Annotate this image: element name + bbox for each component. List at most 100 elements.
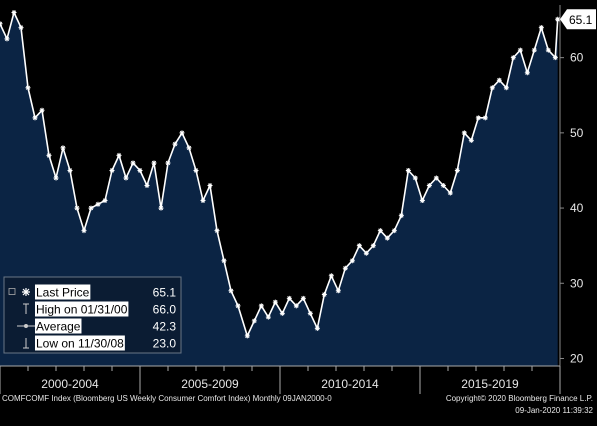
data-point	[293, 303, 299, 309]
data-point	[398, 213, 404, 219]
data-point	[186, 145, 192, 151]
data-point	[60, 145, 66, 151]
data-point	[251, 318, 257, 324]
data-point	[39, 107, 45, 113]
data-point	[475, 115, 481, 121]
data-point	[74, 205, 80, 211]
data-point	[510, 55, 516, 61]
y-tick-label: 50	[570, 126, 584, 140]
data-point	[307, 310, 313, 316]
x-period-label: 2000-2004	[41, 377, 99, 391]
footer-timestamp: 09-Jan-2020 11:39:32	[515, 406, 593, 415]
data-point	[391, 228, 397, 234]
data-point	[286, 295, 292, 301]
data-point	[356, 243, 362, 249]
legend-label: High on 01/31/00	[36, 303, 128, 317]
last-value-label: 65.1	[569, 13, 593, 27]
data-point	[482, 115, 488, 121]
data-point	[538, 25, 544, 31]
data-point	[272, 299, 278, 305]
data-point	[531, 47, 537, 53]
data-point	[440, 183, 446, 188]
footer-ticker-description: COMFCOMF Index (Bloomberg US Weekly Cons…	[2, 394, 332, 403]
data-point	[144, 183, 150, 188]
data-point	[503, 85, 509, 91]
data-point	[433, 175, 439, 181]
x-period-label: 2005-2009	[181, 377, 239, 391]
data-point	[363, 250, 369, 256]
data-point	[370, 243, 376, 249]
data-point	[137, 167, 143, 173]
data-point	[67, 167, 73, 173]
data-point	[258, 303, 264, 309]
y-tick-label: 40	[570, 201, 584, 215]
legend-label-highlight	[35, 301, 129, 317]
data-point	[193, 167, 199, 173]
legend-value: 65.1	[153, 286, 177, 300]
data-point	[384, 235, 390, 241]
data-point	[130, 160, 136, 166]
high-marker-icon	[23, 303, 29, 314]
data-point	[32, 115, 38, 121]
data-point	[116, 152, 122, 158]
data-point	[468, 137, 474, 143]
data-point	[524, 70, 530, 76]
legend-toggle-box[interactable]	[8, 288, 16, 295]
data-point	[335, 288, 341, 294]
data-point	[328, 273, 334, 279]
data-point	[489, 85, 495, 91]
data-point	[214, 228, 220, 234]
data-point	[496, 77, 502, 83]
legend-value: 66.0	[153, 303, 177, 317]
data-point	[279, 310, 285, 316]
data-point	[461, 130, 467, 136]
data-point	[555, 16, 561, 22]
data-point	[545, 47, 551, 53]
legend-value: 42.3	[153, 320, 177, 334]
legend-label-highlight	[35, 318, 82, 334]
legend-label-highlight	[35, 284, 91, 300]
y-tick-label: 60	[570, 51, 584, 65]
data-point	[200, 198, 206, 204]
data-point	[412, 175, 418, 181]
data-point	[426, 183, 432, 188]
data-point	[265, 314, 271, 320]
data-point	[349, 258, 355, 264]
data-point	[25, 85, 31, 91]
x-period-label: 2010-2014	[321, 377, 379, 391]
data-point	[207, 183, 213, 188]
data-point	[447, 190, 453, 196]
data-point	[179, 130, 185, 136]
data-point	[88, 205, 94, 211]
data-point	[228, 288, 234, 294]
data-point	[18, 25, 24, 31]
data-point	[81, 228, 87, 234]
legend-label-highlight	[35, 335, 125, 351]
data-point	[11, 10, 17, 16]
y-tick-label: 20	[570, 351, 584, 365]
data-point	[552, 55, 558, 61]
footer-copyright: Copyright© 2020 Bloomberg Finance L.P.	[445, 394, 593, 403]
data-point	[342, 265, 348, 271]
data-point	[123, 175, 129, 181]
data-point	[151, 160, 157, 166]
data-point	[321, 292, 327, 298]
star-icon	[22, 288, 30, 296]
data-point	[172, 141, 178, 147]
data-point	[46, 152, 52, 158]
legend-label: Average	[36, 320, 81, 334]
x-period-label: 2015-2019	[461, 377, 519, 391]
data-point	[221, 258, 227, 264]
legend-label: Low on 11/30/08	[36, 337, 124, 351]
data-point	[4, 36, 10, 42]
data-point	[165, 160, 171, 166]
data-point	[517, 47, 523, 53]
data-point	[419, 198, 425, 204]
data-point	[314, 325, 320, 331]
legend-value: 23.0	[153, 337, 177, 351]
y-tick-label: 30	[570, 276, 584, 290]
last-value-tag	[560, 9, 596, 30]
data-point	[109, 167, 115, 173]
low-marker-icon	[23, 338, 29, 349]
